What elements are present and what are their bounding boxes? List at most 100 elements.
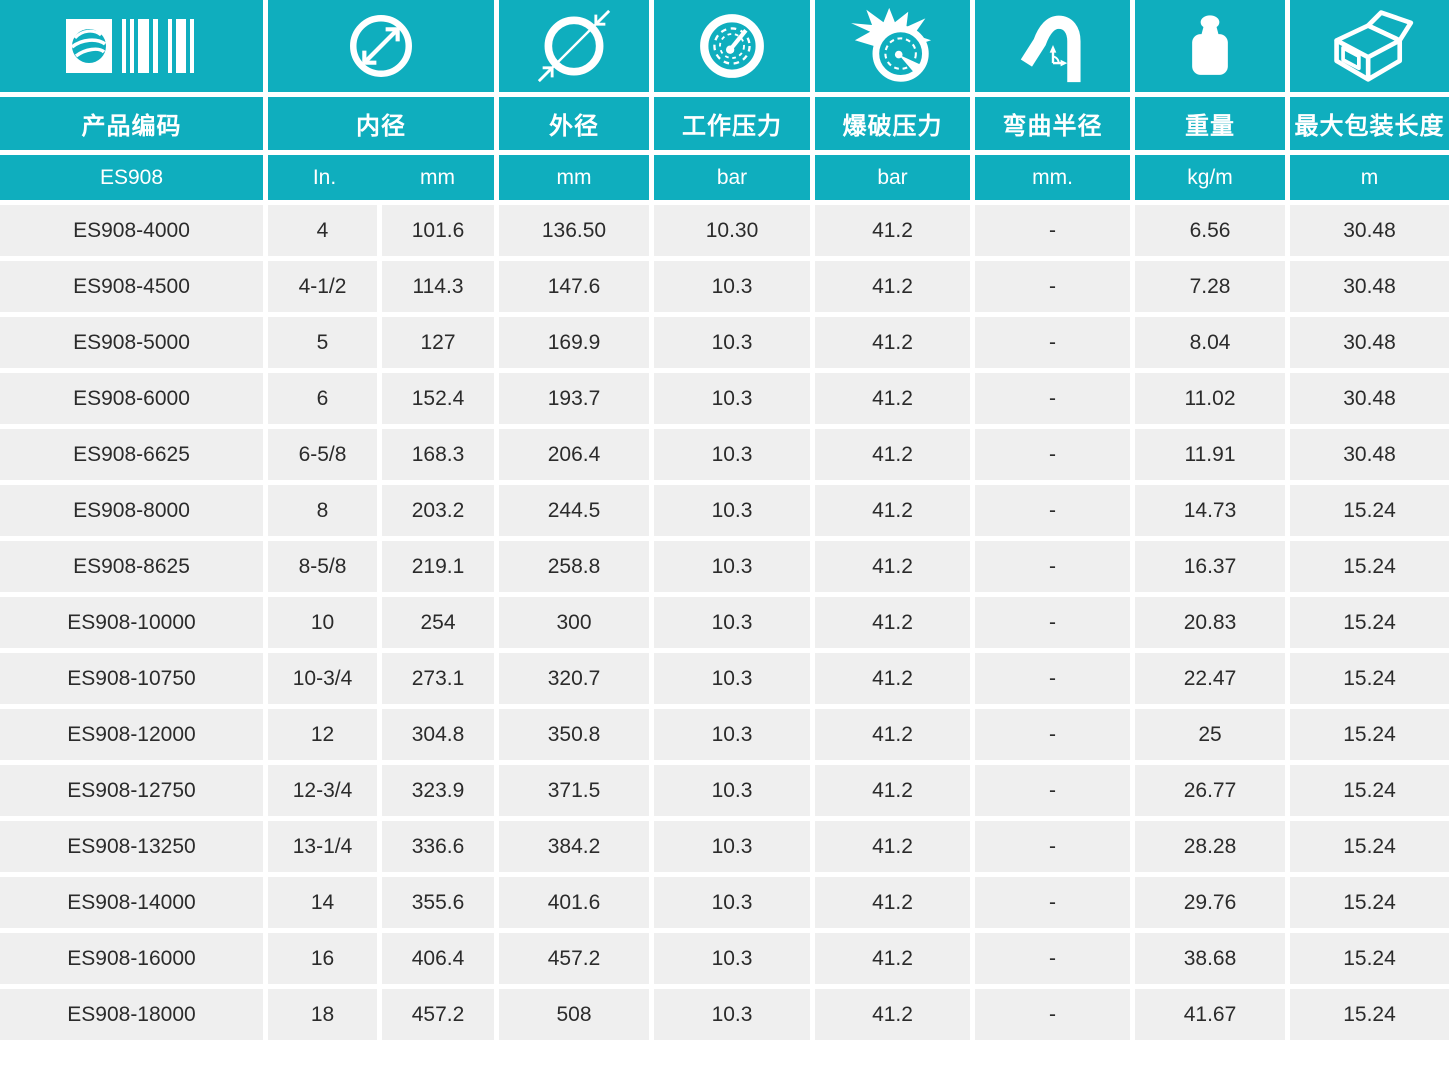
cell-bend-radius: - <box>975 205 1130 256</box>
cell-inner-diameter-mm: 127 <box>382 317 494 368</box>
outer-diameter-icon <box>537 9 611 83</box>
cell-product-code: ES908-12000 <box>0 709 263 760</box>
cell-inner-diameter-mm: 336.6 <box>382 821 494 872</box>
table-row: ES908-13250 13-1/4 336.6 384.2 10.3 41.2-28.2… <box>0 821 1449 872</box>
header-outer-diameter: 外径 <box>499 97 649 150</box>
cell-working-pressure: 10.3 <box>654 317 810 368</box>
unit-working-pressure: bar <box>654 155 810 200</box>
unit-row: ES908 In. mm mm bar bar mm. kg/m m <box>0 155 1449 200</box>
cell-weight: 7.28 <box>1135 261 1285 312</box>
cell-weight: 28.28 <box>1135 821 1285 872</box>
cell-inner-diameter-mm: 152.4 <box>382 373 494 424</box>
cell-weight: 11.91 <box>1135 429 1285 480</box>
unit-outer-diameter: mm <box>499 155 649 200</box>
table-row: ES908-16000 16 406.4 457.2 10.3 41.2-38.68 15.… <box>0 933 1449 984</box>
unit-inner-diameter-mm: mm <box>420 165 455 189</box>
header-product-code: 产品编码 <box>0 97 263 150</box>
cell-inner-diameter-in: 6-5/8 <box>268 429 377 480</box>
cell-burst-pressure: 41.2 <box>815 373 970 424</box>
cell-inner-diameter-in: 6 <box>268 373 377 424</box>
header-max-package-length: 最大包装长度 <box>1290 97 1449 150</box>
pressure-gauge-icon <box>700 14 764 78</box>
table-row: ES908-4000 4 101.6 136.50 10.30 41.2-6.56 30.4… <box>0 205 1449 256</box>
cell-weight: 22.47 <box>1135 653 1285 704</box>
cell-max-package-length: 15.24 <box>1290 989 1449 1040</box>
cell-working-pressure: 10.3 <box>654 485 810 536</box>
table-row: ES908-4500 4-1/2 114.3 147.6 10.3 41.2-7.28 30… <box>0 261 1449 312</box>
table-row: ES908-10750 10-3/4 273.1 320.7 10.3 41.2-22.4… <box>0 653 1449 704</box>
unit-product-series: ES908 <box>0 155 263 200</box>
cell-max-package-length: 30.48 <box>1290 261 1449 312</box>
cell-product-code: ES908-8625 <box>0 541 263 592</box>
cell-max-package-length: 30.48 <box>1290 429 1449 480</box>
cell-max-package-length: 15.24 <box>1290 597 1449 648</box>
cell-working-pressure: 10.3 <box>654 821 810 872</box>
cell-weight: 38.68 <box>1135 933 1285 984</box>
cell-bend-radius: - <box>975 653 1130 704</box>
cell-outer-diameter: 508 <box>499 989 649 1040</box>
cell-outer-diameter: 244.5 <box>499 485 649 536</box>
cell-product-code: ES908-6625 <box>0 429 263 480</box>
cell-max-package-length: 15.24 <box>1290 653 1449 704</box>
cell-weight: 26.77 <box>1135 765 1285 816</box>
cell-product-code: ES908-12750 <box>0 765 263 816</box>
cell-inner-diameter-mm: 304.8 <box>382 709 494 760</box>
unit-inner-diameter-in: In. <box>312 165 337 189</box>
cell-burst-pressure: 41.2 <box>815 765 970 816</box>
weight-icon-cell <box>1135 0 1285 92</box>
cell-burst-pressure: 41.2 <box>815 485 970 536</box>
header-weight: 重量 <box>1135 97 1285 150</box>
cell-product-code: ES908-16000 <box>0 933 263 984</box>
cell-bend-radius: - <box>975 485 1130 536</box>
outer-diameter-icon-cell <box>499 0 649 92</box>
cell-max-package-length: 30.48 <box>1290 317 1449 368</box>
cell-working-pressure: 10.3 <box>654 261 810 312</box>
cell-inner-diameter-in: 10-3/4 <box>268 653 377 704</box>
cell-outer-diameter: 169.9 <box>499 317 649 368</box>
cell-max-package-length: 15.24 <box>1290 541 1449 592</box>
burst-gauge-icon <box>850 7 931 82</box>
cell-inner-diameter-mm: 323.9 <box>382 765 494 816</box>
cell-bend-radius: - <box>975 429 1130 480</box>
cell-product-code: ES908-10000 <box>0 597 263 648</box>
cell-max-package-length: 15.24 <box>1290 765 1449 816</box>
cell-bend-radius: - <box>975 541 1130 592</box>
cell-burst-pressure: 41.2 <box>815 261 970 312</box>
cell-burst-pressure: 41.2 <box>815 989 970 1040</box>
cell-max-package-length: 15.24 <box>1290 933 1449 984</box>
cell-outer-diameter: 136.50 <box>499 205 649 256</box>
cell-outer-diameter: 258.8 <box>499 541 649 592</box>
table-row: ES908-14000 14 355.6 401.6 10.3 41.2-29.76 15.… <box>0 877 1449 928</box>
table-row: ES908-12000 12 304.8 350.8 10.3 41.2-25 15.24 <box>0 709 1449 760</box>
cell-inner-diameter-mm: 457.2 <box>382 989 494 1040</box>
cell-burst-pressure: 41.2 <box>815 429 970 480</box>
cell-inner-diameter-in: 5 <box>268 317 377 368</box>
cell-weight: 41.67 <box>1135 989 1285 1040</box>
table-row: ES908-12750 12-3/4 323.9 371.5 10.3 41.2-26.7… <box>0 765 1449 816</box>
cell-max-package-length: 30.48 <box>1290 373 1449 424</box>
table-row: ES908-8000 8 203.2 244.5 10.3 41.2-14.73 15.24 <box>0 485 1449 536</box>
cell-burst-pressure: 41.2 <box>815 541 970 592</box>
cell-working-pressure: 10.3 <box>654 765 810 816</box>
bend-radius-icon <box>1020 15 1081 83</box>
cell-burst-pressure: 41.2 <box>815 933 970 984</box>
cell-max-package-length: 30.48 <box>1290 205 1449 256</box>
cell-product-code: ES908-8000 <box>0 485 263 536</box>
cell-inner-diameter-mm: 101.6 <box>382 205 494 256</box>
cell-weight: 11.02 <box>1135 373 1285 424</box>
cell-weight: 25 <box>1135 709 1285 760</box>
cell-weight: 29.76 <box>1135 877 1285 928</box>
cell-working-pressure: 10.30 <box>654 205 810 256</box>
cell-bend-radius: - <box>975 933 1130 984</box>
header-bend-radius: 弯曲半径 <box>975 97 1130 150</box>
cell-bend-radius: - <box>975 709 1130 760</box>
cell-outer-diameter: 401.6 <box>499 877 649 928</box>
cell-weight: 16.37 <box>1135 541 1285 592</box>
cell-inner-diameter-in: 10 <box>268 597 377 648</box>
unit-bend-radius: mm. <box>975 155 1130 200</box>
working-pressure-icon-cell <box>654 0 810 92</box>
cell-max-package-length: 15.24 <box>1290 821 1449 872</box>
cell-inner-diameter-mm: 114.3 <box>382 261 494 312</box>
cell-bend-radius: - <box>975 877 1130 928</box>
